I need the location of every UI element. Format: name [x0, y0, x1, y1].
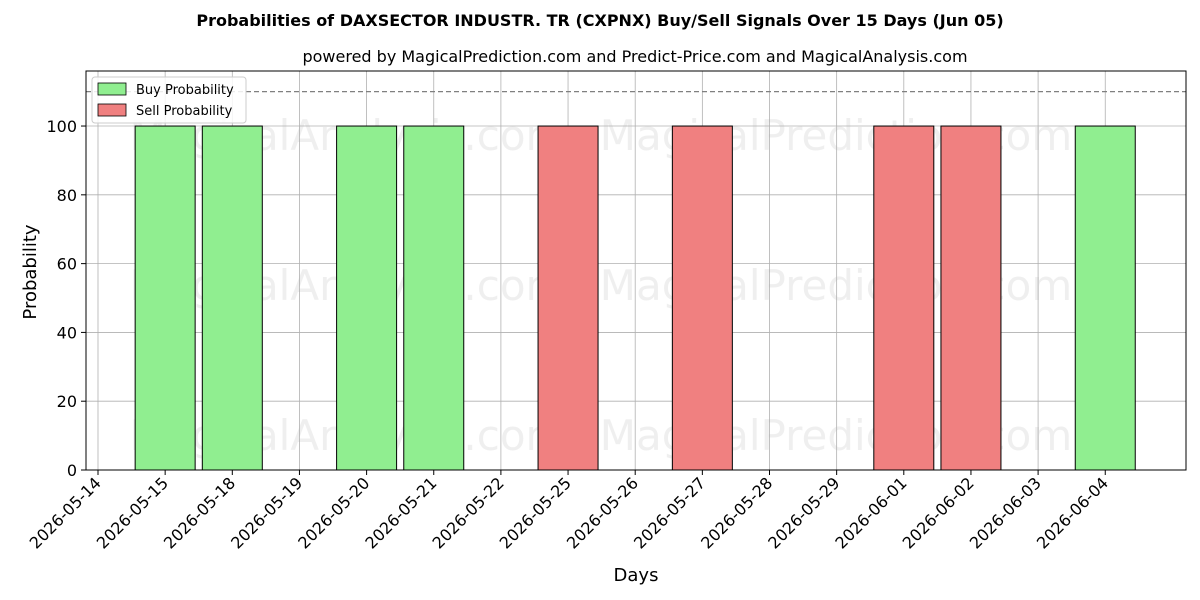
- buy-bar: [336, 125, 398, 471]
- chart-title: Probabilities of DAXSECTOR INDUSTR. TR (…: [196, 11, 1003, 30]
- y-tick-label: 40: [57, 323, 77, 342]
- y-tick-label: 100: [46, 117, 77, 136]
- y-tick-label: 80: [57, 186, 77, 205]
- sell-bar: [537, 125, 599, 471]
- x-axis-ticks: 2026-05-142026-05-152026-05-182026-05-19…: [26, 470, 1112, 553]
- y-tick-label: 60: [57, 255, 77, 274]
- sell-bar: [873, 125, 935, 471]
- legend-label-buy: Buy Probability: [136, 83, 234, 98]
- buy-bar: [1074, 125, 1136, 471]
- legend: Buy Probability Sell Probability: [91, 76, 247, 124]
- x-tick-label: 2026-05-29: [764, 473, 843, 552]
- buy-bar: [403, 125, 465, 471]
- x-tick-label: 2026-05-22: [429, 473, 508, 552]
- x-tick-label: 2026-06-04: [1033, 473, 1112, 552]
- plot-frame: [85, 70, 1187, 471]
- y-axis-label: Probability: [20, 224, 41, 319]
- y-tick-label: 0: [67, 461, 77, 480]
- chart-subtitle: powered by MagicalPrediction.com and Pre…: [302, 47, 967, 66]
- x-axis-label: Days: [614, 565, 659, 586]
- legend-swatch-buy: [97, 82, 127, 96]
- legend-swatch-sell: [97, 103, 127, 117]
- x-tick-label: 2026-05-27: [630, 473, 709, 552]
- legend-frame: [91, 76, 247, 124]
- legend-label-sell: Sell Probability: [136, 104, 233, 119]
- x-tick-label: 2026-05-15: [93, 473, 172, 552]
- y-tick-label: 20: [57, 392, 77, 411]
- buy-bar: [134, 125, 196, 471]
- x-tick-label: 2026-06-03: [966, 473, 1045, 552]
- sell-bar: [671, 125, 733, 471]
- x-tick-label: 2026-05-20: [294, 473, 373, 552]
- sell-bar: [940, 125, 1002, 471]
- y-axis-ticks: 0 20 40 60 80 100: [46, 117, 86, 480]
- buy-bar: [201, 125, 263, 471]
